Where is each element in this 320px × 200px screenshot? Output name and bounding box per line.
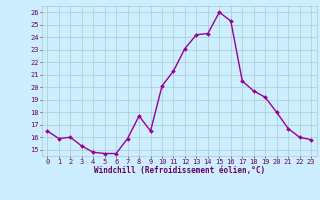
X-axis label: Windchill (Refroidissement éolien,°C): Windchill (Refroidissement éolien,°C): [94, 166, 265, 175]
